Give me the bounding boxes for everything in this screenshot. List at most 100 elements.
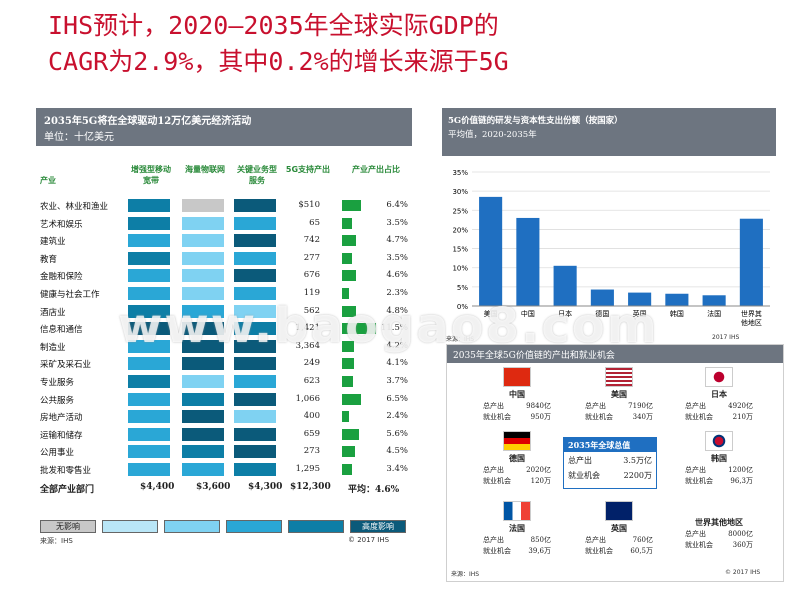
jobs-label: 就业机会 (483, 413, 511, 421)
bar (479, 196, 503, 306)
totals-output: $12,300 (290, 482, 331, 492)
chart-title: 5G价值链的研发与资本性支出份额（按国家） (448, 116, 623, 126)
category-label: 日本 (558, 309, 572, 318)
iot-impact-cell (182, 410, 224, 424)
category-label: 中国 (521, 309, 535, 318)
industry-label: 运输和储存 (40, 430, 83, 441)
embb-impact-cell (128, 304, 170, 318)
y-tick-label: 25% (452, 207, 468, 215)
industry-label: 信息和通信 (40, 325, 83, 336)
y-tick-label: 15% (452, 246, 468, 254)
output-value: 2020亿 (526, 466, 551, 474)
output-value: 7190亿 (628, 402, 653, 410)
country-card: 日本 总产出 4920亿 就业机会 210万 (679, 367, 759, 422)
industry-label: 批发和零售业 (40, 466, 92, 476)
map-copyright: © 2017 IHS (725, 569, 761, 576)
country-name: 美国 (611, 389, 627, 399)
share-percent: 4.1% (386, 358, 408, 369)
country-flag-icon (605, 501, 633, 521)
totals-average: 平均：4.6% (348, 485, 400, 495)
totals-embb: $4,400 (140, 482, 175, 492)
share-bar (342, 411, 349, 423)
output-label: 总产出 (483, 402, 504, 410)
jobs-value: 96,3万 (730, 477, 753, 485)
share-percent: 4.5% (386, 446, 408, 457)
share-percent: 6.5% (386, 393, 408, 404)
map-source: 来源：IHS (451, 571, 480, 578)
share-percent: 2.3% (386, 288, 408, 298)
country-card: 英国 总产出 760亿 就业机会 60,5万 (579, 501, 659, 556)
industry-label: 专业服务 (40, 378, 75, 388)
output-value: 9840亿 (526, 402, 551, 410)
country-jobs-row: 就业机会 96,3万 (679, 475, 759, 486)
jobs-value: 39,6万 (528, 547, 551, 555)
critical-impact-cell (234, 251, 276, 265)
jobs-label: 就业机会 (483, 477, 511, 485)
critical-impact-cell (234, 445, 276, 459)
country-card: 美国 总产出 7190亿 就业机会 340万 (579, 367, 659, 422)
critical-impact-cell (234, 375, 276, 388)
embb-impact-cell (128, 427, 170, 441)
bar (702, 295, 726, 306)
industry-label: 酒店业 (40, 307, 66, 318)
jobs-label: 就业机会 (483, 547, 511, 555)
country-card: 德国 总产出 2020亿 就业机会 120万 (477, 431, 557, 486)
country-name: 法国 (509, 523, 525, 533)
embb-impact-cell (128, 216, 170, 230)
critical-impact-cell (234, 234, 276, 248)
output-value: 676 (303, 270, 320, 281)
share-percent: 4.2% (386, 340, 408, 351)
country-name: 韩国 (711, 453, 727, 463)
global-total-output: 总产出 3.5万亿 (564, 452, 656, 466)
output-value: 400 (303, 411, 320, 422)
legend-swatch (288, 520, 344, 533)
country-card: 中国 总产出 9840亿 就业机会 950万 (477, 367, 557, 422)
country-card: 世界其他地区 总产出 8000亿 就业机会 360万 (679, 501, 759, 550)
country-name: 中国 (509, 389, 525, 399)
country-output-row: 总产出 760亿 (579, 534, 659, 545)
jobs-value: 120万 (530, 477, 551, 485)
jobs-label: 就业机会 (685, 541, 713, 549)
share-percent: 5.6% (386, 428, 408, 439)
embb-impact-cell (128, 199, 170, 212)
legend-swatch (164, 520, 220, 533)
y-tick-label: 5% (457, 284, 468, 292)
panel-unit: 单位：十亿美元 (44, 132, 114, 143)
jobs-label: 就业机会 (685, 413, 713, 421)
iot-impact-cell (182, 234, 224, 248)
embb-impact-cell (128, 269, 170, 283)
chart-copyright: 2017 IHS (712, 334, 740, 341)
jobs-value: 210万 (732, 413, 753, 421)
y-tick-label: 20% (452, 226, 468, 234)
bar (739, 218, 763, 306)
share-percent: 4.8% (386, 305, 408, 316)
embb-impact-cell (128, 251, 170, 265)
embb-impact-cell (128, 322, 170, 336)
global-jobs-value: 2200万 (623, 471, 652, 480)
y-tick-label: 10% (452, 265, 468, 273)
embb-impact-cell (128, 375, 170, 388)
country-flag-icon (705, 431, 733, 451)
y-tick-label: 30% (452, 188, 468, 196)
bar (665, 293, 689, 306)
output-value: 623 (303, 376, 320, 386)
totals-iot: $3,600 (196, 482, 231, 492)
global-jobs-label: 就业机会 (568, 471, 600, 480)
global-output-value: 3.5万亿 (623, 456, 652, 465)
country-flag-icon (705, 367, 733, 387)
output-value: 4920亿 (728, 402, 753, 410)
critical-impact-cell (234, 463, 276, 476)
country-flag-icon (503, 431, 531, 451)
category-label: 韩国 (670, 309, 684, 318)
industry-label: 教育 (40, 254, 58, 265)
global-total-jobs: 就业机会 2200万 (564, 466, 656, 481)
critical-impact-cell (234, 410, 276, 424)
critical-impact-cell (234, 339, 276, 353)
bar (516, 217, 540, 306)
jobs-label: 就业机会 (685, 477, 713, 485)
share-percent: 3.7% (386, 376, 408, 386)
output-label: 总产出 (685, 466, 706, 474)
share-bar (342, 252, 352, 264)
site-watermark: www.baogao8.com (118, 298, 659, 354)
output-value: 277 (303, 252, 320, 263)
